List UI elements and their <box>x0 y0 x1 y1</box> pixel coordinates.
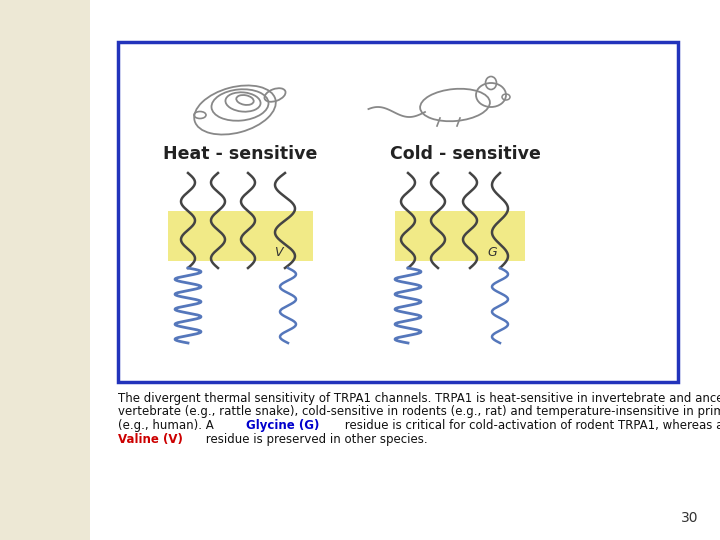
Bar <box>118 42 678 382</box>
Text: Glycine (G): Glycine (G) <box>246 419 320 432</box>
Text: The divergent thermal sensitivity of TRPA1 channels. TRPA1 is heat-sensitive in : The divergent thermal sensitivity of TRP… <box>118 392 720 405</box>
Text: G: G <box>487 246 497 260</box>
Text: 30: 30 <box>680 511 698 525</box>
Text: residue is critical for cold-activation of rodent TRPA1, whereas an equivalent: residue is critical for cold-activation … <box>341 419 720 432</box>
Text: vertebrate (e.g., rattle snake), cold-sensitive in rodents (e.g., rat) and tempe: vertebrate (e.g., rattle snake), cold-se… <box>118 406 720 419</box>
Bar <box>0 0 90 540</box>
Bar <box>395 211 525 261</box>
Bar <box>168 211 313 261</box>
Text: Heat - sensitive: Heat - sensitive <box>163 145 318 163</box>
Text: Valine (V): Valine (V) <box>118 433 183 446</box>
Text: residue is preserved in other species.: residue is preserved in other species. <box>202 433 428 446</box>
Text: (e.g., human). A: (e.g., human). A <box>118 419 217 432</box>
Text: Cold - sensitive: Cold - sensitive <box>390 145 541 163</box>
Text: V: V <box>274 246 282 260</box>
